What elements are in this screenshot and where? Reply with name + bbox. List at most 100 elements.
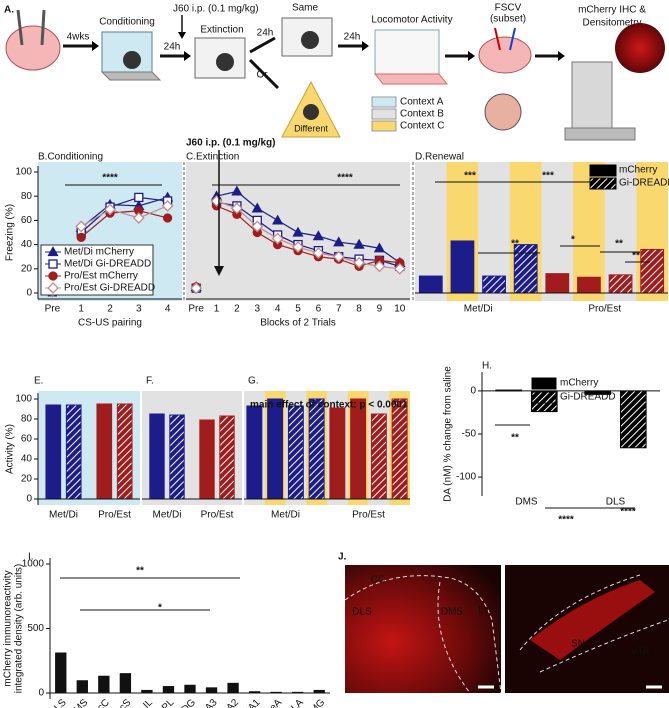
step-label: Locomotor Activity <box>371 15 452 26</box>
x-tick-label: NAcC <box>86 697 112 708</box>
x-tick-label: 4 <box>165 304 171 315</box>
data-point <box>132 212 145 224</box>
arrow-head <box>92 41 99 51</box>
legend-label: mCherry <box>560 378 598 389</box>
y-tick-label: 0 <box>38 688 44 699</box>
annotation: **** <box>337 173 353 184</box>
arrow-head <box>558 51 565 61</box>
step-label: 24h <box>344 32 361 43</box>
legend-marker <box>48 259 58 269</box>
series-line <box>80 196 168 233</box>
panel-label: J. <box>338 552 347 563</box>
y-tick-label: 500 <box>27 623 44 634</box>
x-tick-label: 6 <box>316 304 322 315</box>
bar <box>450 240 475 294</box>
bar <box>45 404 62 500</box>
data-point <box>353 256 366 269</box>
x-tick-label: DLS <box>47 697 69 708</box>
x-tick-label: 4 <box>275 304 281 315</box>
step-label: FSCV <box>495 3 522 14</box>
step-label: Different <box>294 123 328 133</box>
legend-label: Pro/Est mCherry <box>64 271 138 282</box>
bar <box>169 414 185 500</box>
annotation: ** <box>511 433 519 444</box>
x-tick-label: DG <box>180 697 199 708</box>
data-point <box>162 213 173 223</box>
bar <box>119 673 132 694</box>
data-point <box>373 260 386 273</box>
step-label: Or <box>256 70 268 81</box>
region-outline <box>437 581 471 694</box>
series-line <box>216 201 400 267</box>
step-label: Densitometry <box>583 18 642 29</box>
x-tick-label: CeA <box>263 697 285 708</box>
y-axis-label: integrated density (arb. units) <box>14 564 25 694</box>
bar <box>98 675 110 694</box>
panel-title: H. <box>482 361 492 372</box>
region-outline <box>344 575 502 694</box>
data-point <box>312 230 324 241</box>
y-tick-label: 20 <box>21 263 33 274</box>
y-tick-label: -100 <box>456 472 476 483</box>
arrow <box>248 58 280 90</box>
x-tick-label: NAcS <box>108 697 134 708</box>
bar <box>577 276 601 294</box>
electrode <box>494 27 501 51</box>
annotation: * <box>571 235 575 246</box>
region-outline <box>519 574 669 673</box>
step-label: Same <box>292 3 319 14</box>
rat <box>123 51 141 69</box>
annotation: ** <box>615 239 623 250</box>
data-point <box>292 226 304 237</box>
bar <box>619 390 647 449</box>
x-tick-label: CA2 <box>220 697 242 708</box>
data-point <box>292 241 304 253</box>
x-tick-label: DMS <box>515 497 538 508</box>
arrow-head <box>184 51 191 61</box>
arrow-head <box>178 32 186 39</box>
bar <box>96 403 113 500</box>
x-tick-label: 9 <box>377 304 383 315</box>
x-tick-label: Pro/Est <box>352 510 385 521</box>
region-label: VTA <box>631 647 650 658</box>
legend-swatch <box>531 391 557 404</box>
annotation: J60 i.p. (0.1 mg/kg) <box>186 138 275 149</box>
bar <box>391 398 408 500</box>
x-tick-label: Met/Di <box>49 510 78 521</box>
y-tick-label: 100 <box>15 394 32 405</box>
region-label: LV <box>478 605 490 616</box>
step-label: 24h <box>257 28 274 39</box>
micrograph-labels: CC DLS DMS LV SN VTA <box>352 575 649 658</box>
electrode <box>509 27 516 51</box>
legend-swatch <box>589 177 617 190</box>
x-tick-label: 3 <box>254 304 260 315</box>
y-tick-label: 60 <box>21 215 33 226</box>
y-axis-label: mCherry immunoreactivity <box>3 570 14 686</box>
annotation: **** <box>102 173 118 184</box>
legend-swatch <box>371 108 397 120</box>
series-line <box>216 190 401 264</box>
series-line <box>80 205 168 227</box>
bar <box>116 403 133 500</box>
annotation: ** <box>632 251 640 262</box>
panel-title: G. <box>248 376 259 387</box>
bar <box>205 687 218 694</box>
labelled-region <box>530 580 655 660</box>
y-tick-label: 0 <box>26 494 32 505</box>
series-line <box>80 210 168 238</box>
legend-marker <box>47 246 59 257</box>
data-point <box>332 250 345 263</box>
legend-swatch <box>531 377 557 390</box>
x-tick-label: CA3 <box>198 697 220 708</box>
bar <box>370 413 387 500</box>
panel-label: A. <box>4 5 14 16</box>
legend-label: Met/Di Gi-DREADD <box>64 259 151 270</box>
syringe <box>16 9 24 46</box>
bar <box>227 682 239 694</box>
x-tick-label: Pre <box>188 304 204 315</box>
bar <box>640 248 665 294</box>
x-tick-label: 10 <box>394 304 406 315</box>
legend-label: Met/Di mCherry <box>64 247 134 258</box>
data-point <box>134 192 144 203</box>
x-tick-label: 8 <box>356 304 362 315</box>
